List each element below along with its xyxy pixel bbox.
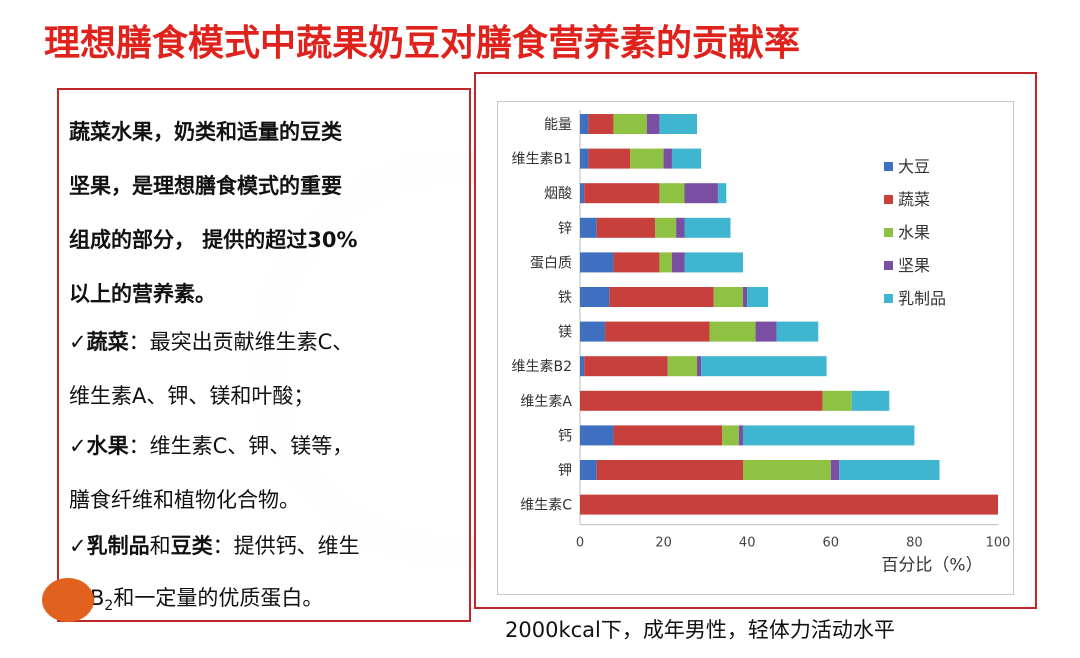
- item-vegetables-text: ：最突出贡献维生素C、: [128, 330, 354, 354]
- item-fruits-text: ：维生素C、钾、镁等，: [128, 434, 354, 458]
- chart-caption: 2000kcal下，成年男性，轻体力活动水平: [505, 618, 895, 642]
- para-line-1: 蔬菜水果，奶类和适量的豆类: [69, 120, 342, 144]
- page-number-badge: [42, 578, 94, 622]
- item-dairy-beans-text: ：提供钙、维生: [212, 534, 360, 558]
- item-vegetables: ✓蔬菜：最突出贡献维生素C、: [69, 326, 353, 356]
- item-fruits-label: 水果: [86, 434, 129, 458]
- item-beans-label: 豆类: [170, 534, 213, 558]
- item-dairy-and: 和: [149, 534, 171, 558]
- check-icon: ✓: [69, 330, 87, 354]
- para-line-4: 以上的营养素。: [69, 282, 216, 306]
- vitamin-b-subscript: 2: [104, 598, 114, 615]
- text-box: 蔬菜水果，奶类和适量的豆类 坚果，是理想膳食模式的重要 组成的部分， 提供的超过…: [57, 88, 471, 622]
- item-dairy-beans: ✓乳制品和豆类：提供钙、维生: [69, 530, 360, 560]
- check-icon: ✓: [69, 534, 87, 558]
- item-vegetables-line2: 维生素A、钾、镁和叶酸；: [69, 384, 315, 408]
- item-dairy-beans-line2: 素B2和一定量的优质蛋白。: [69, 582, 323, 614]
- para-line-3: 组成的部分， 提供的超过30%: [69, 228, 358, 252]
- page-title: 理想膳食模式中蔬果奶豆对膳食营养素的贡献率: [44, 23, 801, 64]
- item-fruits-line2: 膳食纤维和植物化合物。: [69, 488, 300, 512]
- item-dairy-label: 乳制品: [86, 534, 150, 558]
- chart-inner-frame: [497, 101, 1014, 595]
- para-line-2: 坚果，是理想膳食模式的重要: [69, 174, 342, 198]
- protein-text: 和一定量的优质蛋白。: [113, 586, 324, 610]
- check-icon: ✓: [69, 434, 87, 458]
- item-vegetables-label: 蔬菜: [86, 330, 129, 354]
- item-fruits: ✓水果：维生素C、钾、镁等，: [69, 430, 353, 460]
